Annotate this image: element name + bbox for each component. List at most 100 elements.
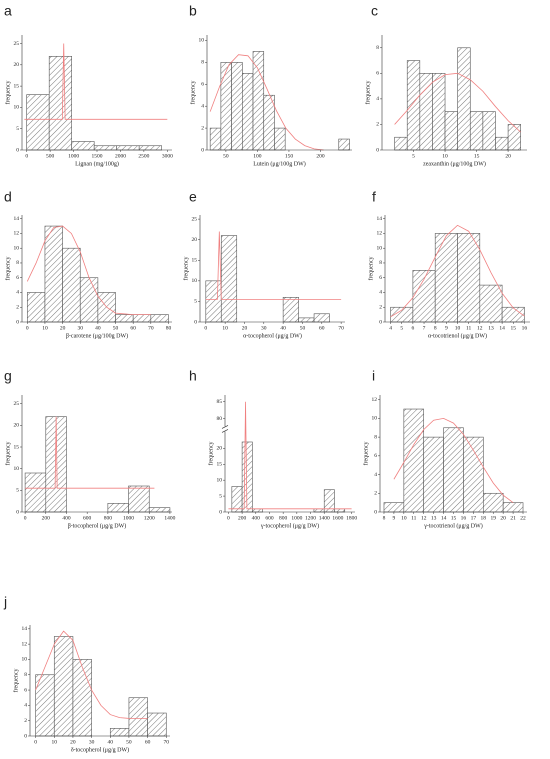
y-axis-label: frequency <box>4 442 11 466</box>
bar <box>128 697 148 737</box>
panel-letter: a <box>4 3 12 19</box>
x-tick-label: 50 <box>300 325 306 331</box>
y-tick-label: 5 <box>16 126 19 132</box>
bar <box>220 235 238 323</box>
y-tick-label: 4 <box>379 290 382 296</box>
y-tick-label: 20 <box>217 446 223 452</box>
y-tick-label: 0 <box>16 147 19 153</box>
bar <box>79 277 99 323</box>
x-tick-label: 60 <box>145 739 151 745</box>
y-tick-label: 0 <box>16 319 19 325</box>
bar <box>71 141 95 151</box>
y-tick-label: 0 <box>16 509 19 515</box>
x-tick-label: 19 <box>490 515 496 521</box>
y-tick-label: 15 <box>192 258 198 264</box>
x-tick-label: 15 <box>511 325 517 331</box>
x-tick-label: 22 <box>520 515 526 521</box>
x-tick-label: 40 <box>108 739 114 745</box>
x-tick-label: 200 <box>42 515 51 521</box>
y-tick-label: 4 <box>374 472 377 478</box>
x-tick-label: 0 <box>24 515 27 521</box>
y-tick-label: 15 <box>217 462 223 468</box>
x-tick-label: 21 <box>510 515 516 521</box>
y-tick-label: 2 <box>379 305 382 311</box>
bar <box>469 111 484 151</box>
x-tick-label: 11 <box>411 515 417 521</box>
bar <box>148 507 171 513</box>
bar <box>44 225 63 323</box>
y-tick-label: 4 <box>201 103 204 109</box>
y-tick-label: 12 <box>14 231 20 237</box>
x-tick-label: 30 <box>89 739 95 745</box>
panel: b 50 100 150 200 0 2 4 6 8 10 Lutein (μg/100g DW) fr… <box>189 3 352 167</box>
x-tick-label: 1400 <box>319 515 330 521</box>
fit-curve <box>205 231 342 300</box>
x-tick-label: 20 <box>242 325 248 331</box>
y-tick-label: 0 <box>194 319 197 325</box>
y-tick-label: 10 <box>199 38 205 44</box>
x-tick-label: 50 <box>223 153 229 159</box>
y-tick-label: 5 <box>219 493 222 499</box>
bar <box>252 508 263 513</box>
y-tick-label: 12 <box>22 641 28 647</box>
x-tick-label: 1000 <box>291 515 302 521</box>
x-axis-label: α-tocopherol (μg/g DW) <box>243 332 302 339</box>
x-axis-label: γ-tocotrienol (μg/g DW) <box>423 522 483 529</box>
x-tick-label: 20 <box>505 153 511 159</box>
bar <box>412 270 436 323</box>
panel: c 5 10 15 20 0 2 4 6 8 zeaxanthin (μg/100g DW) freq… <box>364 3 527 167</box>
x-tick-label: 70 <box>148 325 154 331</box>
bar <box>338 138 350 151</box>
x-tick-label: 0 <box>34 739 37 745</box>
bar <box>423 436 444 513</box>
x-tick-label: 60 <box>130 325 136 331</box>
panel-letter: g <box>4 368 12 384</box>
x-tick-label: 30 <box>261 325 267 331</box>
panel-letter: d <box>4 189 12 205</box>
bar <box>457 47 471 151</box>
y-tick-label: 8 <box>16 260 19 266</box>
bar <box>507 124 521 151</box>
x-tick-label: 2500 <box>138 153 149 159</box>
panel: h 0 200 400 600 800 1000 1200 1400 1600 1800 0 5 10 15… <box>189 368 357 530</box>
x-tick-label: 80 <box>166 325 172 331</box>
bar <box>444 111 458 151</box>
bar <box>457 233 481 323</box>
x-tick-label: 6 <box>412 325 415 331</box>
y-axis-label: frequency <box>189 81 196 105</box>
bar <box>313 508 325 513</box>
y-axis-label: frequency <box>367 257 374 281</box>
fit-curve <box>35 630 148 719</box>
axis-break <box>221 425 229 433</box>
bar <box>48 55 72 151</box>
x-tick-label: 5 <box>412 153 415 159</box>
y-tick-label: 15 <box>14 83 20 89</box>
x-tick-label: 9 <box>445 325 448 331</box>
x-axis-label: Lutein (μg/100g DW) <box>253 160 306 167</box>
panel: i8 9 10 11 12 13 14 15 16 17 18 19 20 21 22024681012γ-… <box>362 368 527 529</box>
bar <box>128 485 150 513</box>
x-tick-label: 0 <box>26 325 29 331</box>
x-tick-label: 4 <box>389 325 392 331</box>
y-axis-label: frequency <box>12 669 19 693</box>
bar <box>252 51 265 151</box>
x-tick-label: 8 <box>434 325 437 331</box>
y-tick-label: 10 <box>217 477 223 483</box>
x-tick-label: 10 <box>222 325 228 331</box>
bar <box>205 280 222 323</box>
panel: a 0 500 1000 1500 2000 2500 3000 0 5 10 15 20 25 Ligna… <box>4 3 173 168</box>
y-tick-label: 5 <box>16 488 19 494</box>
y-tick-label: 8 <box>374 434 377 440</box>
fit-curve <box>209 54 324 151</box>
fit-curve <box>26 225 151 316</box>
y-tick-label: 12 <box>377 231 383 237</box>
x-tick-label: 0 <box>204 325 207 331</box>
x-tick-label: 8 <box>383 515 386 521</box>
x-tick-label: 150 <box>285 153 294 159</box>
bar <box>463 436 484 513</box>
bar <box>403 408 425 513</box>
y-tick-label: 8 <box>376 45 379 51</box>
x-tick-label: 200 <box>316 153 325 159</box>
x-tick-label: 60 <box>319 325 325 331</box>
y-tick-label: 25 <box>14 401 20 407</box>
